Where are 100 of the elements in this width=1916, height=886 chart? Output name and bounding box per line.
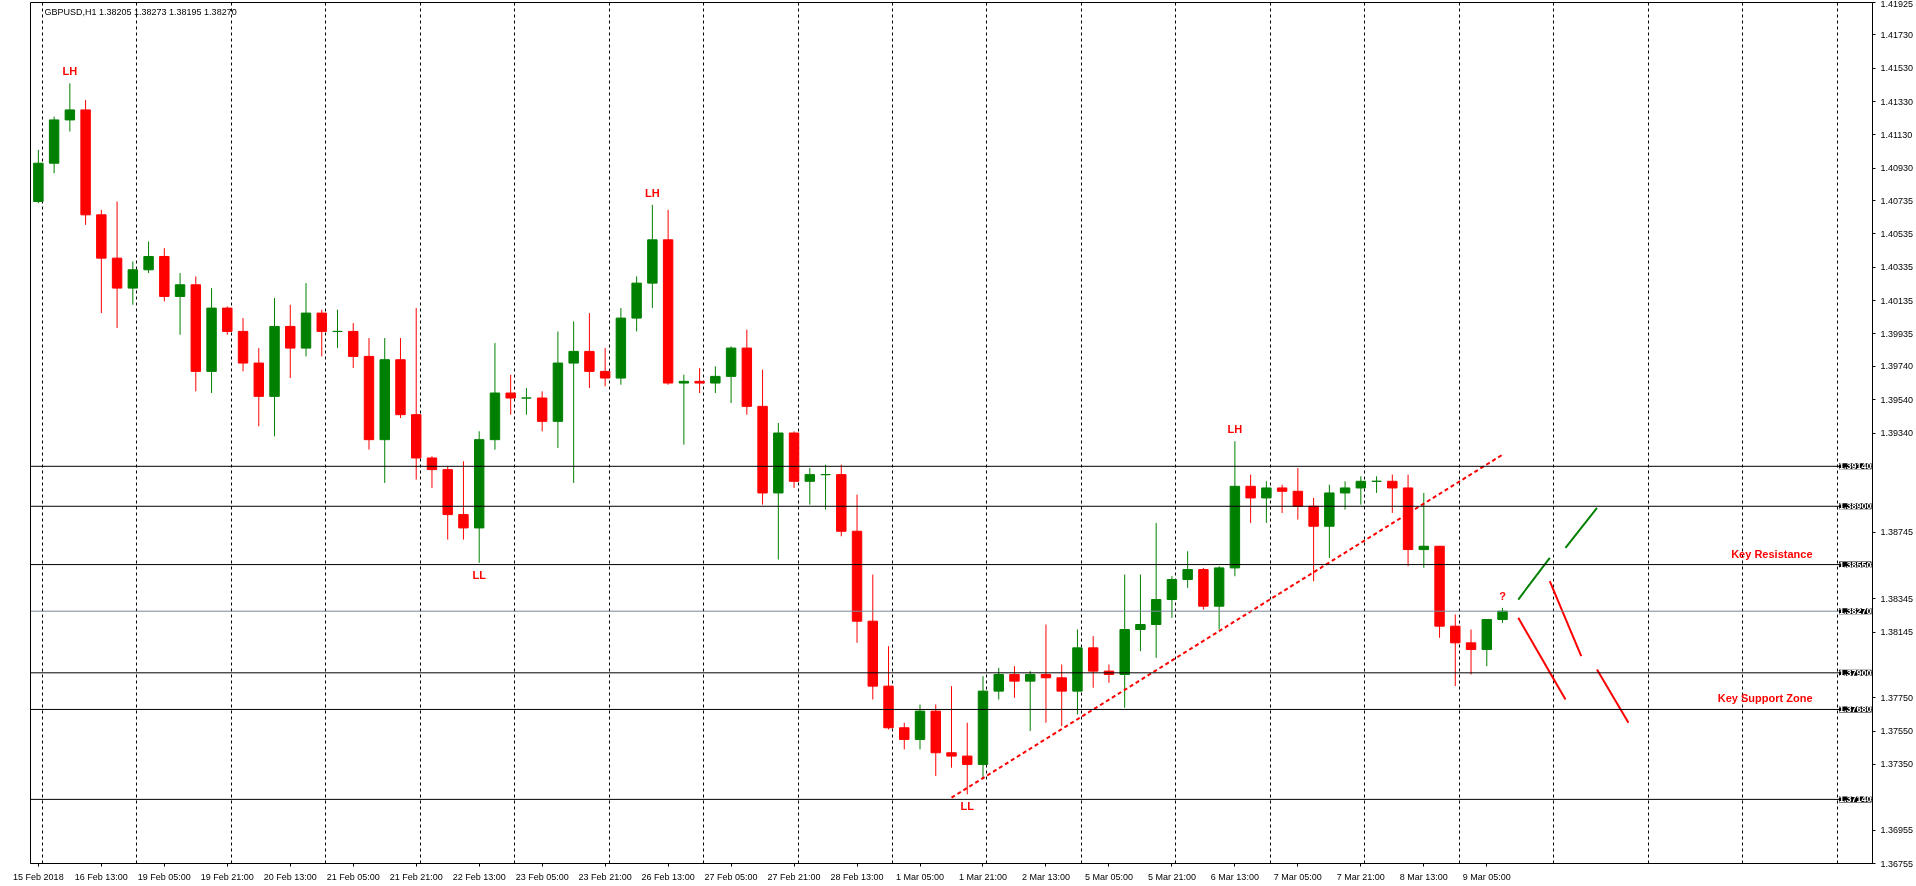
y-tick-label: 1.37350: [1880, 759, 1914, 770]
candlestick: [1182, 550, 1193, 589]
ref-line-label: 1.37680: [1838, 704, 1872, 715]
candlestick: [174, 272, 186, 336]
candlestick: [1276, 484, 1288, 514]
candlestick: [1056, 663, 1067, 727]
y-tick-label: 1.37750: [1880, 692, 1914, 703]
x-tick-label: 19 Feb 21:00: [200, 871, 254, 882]
x-tick-label: 23 Feb 05:00: [515, 871, 569, 882]
text: LL: [472, 568, 486, 581]
y-tick-label: 1.39340: [1880, 428, 1914, 438]
y-tick-label: 1.36755: [1880, 858, 1914, 869]
text: LH: [645, 186, 660, 199]
x-tick-label: 5 Mar 05:00: [1084, 871, 1133, 882]
candlestick: [1418, 492, 1430, 569]
candlestick: [285, 304, 296, 379]
x-tick-label: 1 Mar 05:00: [896, 871, 945, 882]
candlestick: [1387, 474, 1398, 514]
ref-line-label: 1.37140: [1838, 794, 1872, 805]
text: ?: [1499, 589, 1506, 602]
candlestick: [584, 312, 595, 389]
y-tick-label: 1.41730: [1880, 29, 1914, 40]
candlestick: [1261, 480, 1272, 524]
x-tick-label: 1 Mar 21:00: [958, 871, 1007, 882]
text: LH: [62, 65, 78, 78]
x-tick-label: 15 Feb 2018: [13, 871, 64, 882]
candlestick: [1166, 575, 1178, 619]
x-tick-label: 27 Feb 21:00: [767, 871, 821, 882]
y-tick-label: 1.40335: [1880, 262, 1914, 273]
candlestick: [1040, 624, 1052, 724]
y-tick-label: 1.39935: [1880, 328, 1914, 339]
candlestick: [222, 305, 233, 336]
candlestick: [820, 464, 831, 511]
candlestick: [1355, 475, 1367, 506]
ref-line-label: 1.37900: [1838, 667, 1872, 678]
annotation: Key Resistance: [1731, 547, 1813, 560]
y-tick-label: 1.39740: [1880, 361, 1914, 372]
candlestick: [1087, 635, 1099, 689]
y-tick-label: 1.38745: [1880, 527, 1914, 538]
candlestick: [1339, 480, 1351, 511]
y-tick-label: 1.40135: [1880, 295, 1914, 306]
x-tick-label: 16 Feb 13:00: [74, 871, 128, 882]
candlestick: [993, 667, 1004, 700]
candlestick: [316, 309, 327, 357]
candlestick: [804, 467, 816, 506]
y-tick-label: 1.41330: [1880, 96, 1914, 107]
y-tick-label: 1.36955: [1880, 825, 1914, 836]
x-tick-label: 28 Feb 13:00: [830, 871, 884, 882]
ref-line-label: 1.39140: [1838, 461, 1872, 472]
y-tick-label: 1.39540: [1880, 394, 1914, 405]
y-tick-label: 1.41925: [1880, 0, 1914, 9]
annotation: Key Support Zone: [1717, 692, 1813, 705]
y-tick-label: 1.40930: [1880, 163, 1914, 174]
candlestick: [1024, 670, 1036, 732]
candlestick: [143, 240, 154, 274]
candlestick: [458, 460, 469, 541]
x-tick-label: 2 Mar 13:00: [1021, 871, 1070, 882]
x-tick-label: 21 Feb 21:00: [389, 871, 443, 882]
y-tick-label: 1.41530: [1880, 63, 1914, 74]
x-tick-label: 6 Mar 13:00: [1210, 871, 1259, 882]
candlestick: [1135, 574, 1146, 652]
ref-line-label: 1.38550: [1838, 559, 1872, 570]
candlestick: [1371, 475, 1382, 494]
candlestick: [426, 455, 438, 489]
candlestick: [599, 347, 611, 387]
x-tick-label: 23 Feb 21:00: [578, 871, 632, 882]
candlestick: [332, 309, 343, 349]
x-tick-label: 20 Feb 13:00: [263, 871, 317, 882]
candlestick: [64, 82, 76, 133]
candlestick: [710, 365, 721, 394]
x-tick-label: 27 Feb 05:00: [704, 871, 758, 882]
text: GBPUSD,H1 1.38205 1.38273 1.38195 1.38270: [44, 6, 237, 17]
candlestick: [536, 390, 548, 432]
y-tick-label: 1.40735: [1880, 195, 1914, 206]
candlestick: [127, 260, 139, 306]
candlestick: [1308, 497, 1319, 582]
x-tick-label: 22 Feb 13:00: [452, 871, 506, 882]
candlestick: [946, 685, 957, 769]
candlestick: [568, 320, 579, 484]
candlestick: [678, 374, 690, 446]
candlestick: [1245, 474, 1256, 524]
x-tick-label: 21 Feb 05:00: [326, 871, 380, 882]
x-tick-label: 26 Feb 13:00: [641, 871, 695, 882]
y-tick-label: 1.38345: [1880, 593, 1914, 604]
ref-line-label: 1.38900: [1838, 501, 1872, 512]
candlestick: [505, 374, 516, 416]
candlestick: [1450, 614, 1461, 687]
y-tick-label: 1.38145: [1880, 627, 1914, 638]
x-tick-label: 7 Mar 21:00: [1336, 871, 1385, 882]
x-tick-label: 8 Mar 13:00: [1399, 871, 1448, 882]
x-tick-label: 9 Mar 05:00: [1462, 871, 1511, 882]
candlestick: [899, 722, 910, 750]
candlestick: [521, 387, 532, 416]
candlestick: [694, 367, 705, 394]
y-tick-label: 1.40535: [1880, 228, 1914, 239]
candlestick: [1292, 467, 1304, 521]
y-tick-label: 1.41130: [1880, 129, 1913, 140]
candlestick: [1009, 665, 1020, 699]
ref-line-label: 1.38270: [1838, 606, 1872, 617]
x-tick-label: 19 Feb 05:00: [137, 871, 191, 882]
